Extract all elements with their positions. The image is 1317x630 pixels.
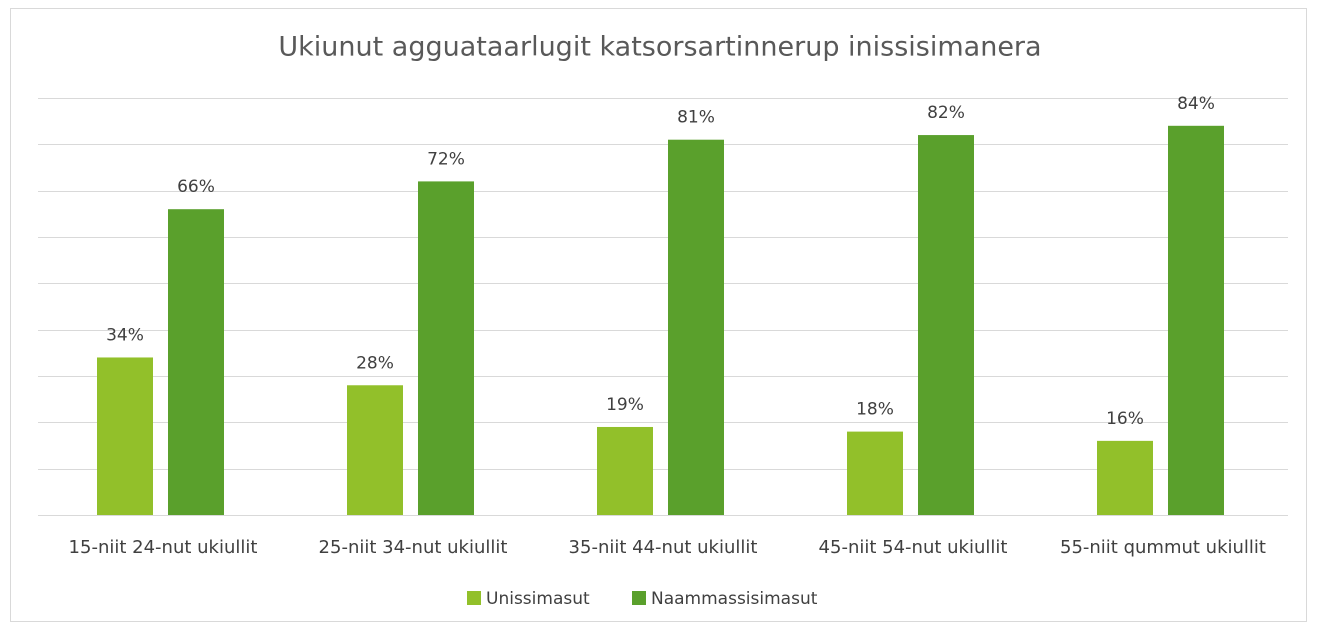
bar bbox=[918, 135, 974, 516]
data-label: 66% bbox=[177, 177, 215, 197]
chart-title: Ukiunut agguataarlugit katsorsartinnerup… bbox=[278, 32, 1041, 63]
legend-label: Unissimasut bbox=[486, 589, 590, 609]
x-tick-label: 55-niit qummut ukiullit bbox=[1060, 537, 1266, 558]
bar bbox=[347, 385, 403, 515]
legend-label: Naammassisimasut bbox=[651, 589, 818, 609]
bar bbox=[168, 209, 224, 515]
chart-frame bbox=[10, 8, 1307, 622]
data-label: 19% bbox=[606, 395, 644, 415]
bar bbox=[597, 426, 653, 515]
legend-swatch bbox=[467, 591, 481, 605]
data-label: 28% bbox=[356, 353, 394, 373]
bar bbox=[418, 181, 474, 515]
data-label: 82% bbox=[927, 103, 965, 123]
bar bbox=[1097, 440, 1153, 515]
x-tick-label: 45-niit 54-nut ukiullit bbox=[819, 537, 1008, 558]
x-tick-label: 15-niit 24-nut ukiullit bbox=[69, 537, 258, 558]
bar bbox=[97, 357, 153, 515]
bar bbox=[668, 139, 724, 515]
data-label: 84% bbox=[1177, 94, 1215, 114]
bar bbox=[847, 431, 903, 515]
data-label: 81% bbox=[677, 108, 715, 128]
data-label: 34% bbox=[106, 325, 144, 345]
data-label: 16% bbox=[1106, 409, 1144, 429]
x-tick-label: 35-niit 44-nut ukiullit bbox=[569, 537, 758, 558]
data-label: 72% bbox=[427, 149, 465, 169]
x-tick-label: 25-niit 34-nut ukiullit bbox=[319, 537, 508, 558]
legend-swatch bbox=[632, 591, 646, 605]
bar bbox=[1168, 125, 1224, 516]
data-label: 18% bbox=[856, 400, 894, 420]
